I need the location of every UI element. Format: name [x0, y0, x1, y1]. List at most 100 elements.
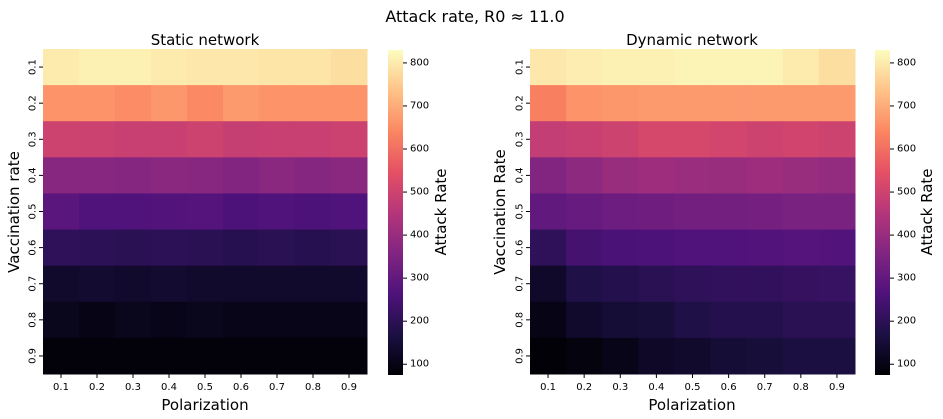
colorbar-tick-label: 400	[897, 230, 916, 241]
heatmap-cell	[187, 265, 224, 303]
heatmap-cell	[530, 193, 567, 231]
x-tick-label: 0.7	[757, 382, 773, 393]
colorbar-label: Attack Rate	[918, 168, 936, 255]
heatmap-cell	[331, 157, 368, 194]
colorbar-tick-label: 600	[410, 144, 429, 155]
colorbar-tick-label: 500	[410, 187, 429, 198]
heatmap-cell	[295, 85, 332, 122]
heatmap-cell	[746, 193, 784, 231]
heatmap-cell	[638, 193, 675, 231]
x-tick-label: 0.8	[793, 382, 809, 393]
heatmap-cell	[115, 121, 152, 158]
heatmap-cell	[710, 85, 748, 122]
x-tick-label: 0.4	[648, 382, 664, 393]
heatmap-cell	[223, 265, 260, 303]
heatmap-cell	[710, 229, 748, 267]
heatmap-cell	[782, 337, 820, 375]
heatmap-cell	[79, 193, 116, 231]
x-tick-label: 0.1	[540, 382, 556, 393]
heatmap-cell	[331, 265, 368, 303]
heatmap-cell	[818, 121, 856, 158]
heatmap-cell	[295, 193, 332, 231]
heatmap-cell	[638, 49, 675, 86]
heatmap-cell	[530, 265, 567, 303]
heatmap-cell	[746, 157, 784, 194]
heatmap-cell	[566, 265, 603, 303]
heatmap-cell	[674, 49, 712, 86]
heatmap-cell	[187, 49, 224, 86]
y-tick-label: 0.1	[28, 59, 39, 75]
heatmap-cell	[295, 49, 332, 86]
x-tick-label: 0.6	[233, 382, 249, 393]
heatmap-cell	[43, 229, 80, 267]
colorbar-tick-label: 700	[410, 100, 429, 111]
heatmap-cell	[223, 193, 260, 231]
y-tick-label: 0.4	[515, 167, 526, 183]
x-tick-label: 0.2	[576, 382, 592, 393]
heatmap-cell	[259, 337, 296, 375]
y-tick-label: 0.9	[28, 348, 39, 364]
heatmap-cell	[43, 85, 80, 122]
heatmap-cell	[746, 337, 784, 375]
heatmap-cell	[151, 121, 188, 158]
heatmap-cell	[295, 121, 332, 158]
colorbar-tick-label: 800	[897, 57, 916, 68]
x-tick-label: 0.9	[829, 382, 845, 393]
heatmap-cell	[602, 265, 639, 303]
heatmap-cell	[295, 229, 332, 267]
y-axis-ticks: 0.1 0.2 0.3 0.4 0.5 0.6 0.7 0.8 0.9	[28, 59, 43, 364]
heatmap-cell	[782, 157, 820, 194]
colorbar-ticks: 100 200 300 400 500 600 700 800	[890, 57, 916, 370]
heatmap-cell	[602, 301, 639, 339]
heatmap-cell	[331, 193, 368, 231]
heatmap-cell	[782, 193, 820, 231]
heatmap-cell	[43, 193, 80, 231]
colorbar	[388, 50, 403, 375]
heatmap-cell	[638, 301, 675, 339]
heatmap-cell	[710, 193, 748, 231]
heatmap-cell	[530, 229, 567, 267]
y-tick-label: 0.2	[28, 95, 39, 111]
heatmap-cell	[818, 337, 856, 375]
x-axis-ticks: 0.1 0.2 0.3 0.4 0.5 0.6 0.7 0.8 0.9	[53, 374, 357, 393]
heatmap-cell	[710, 49, 748, 86]
y-tick-label: 0.3	[28, 131, 39, 147]
x-tick-label: 0.3	[612, 382, 628, 393]
y-tick-label: 0.4	[28, 167, 39, 183]
heatmap-cell	[530, 337, 567, 375]
heatmap-cell	[566, 193, 603, 231]
heatmap-cell	[746, 85, 784, 122]
heatmap-cell	[674, 193, 712, 231]
heatmap-cell	[710, 265, 748, 303]
heatmap-cell	[530, 301, 567, 339]
panel-dynamic: Dynamic network 0.1 0.2 0.3 0.4 0.5 0.6 0.7 0.8…	[491, 31, 936, 414]
heatmap-cell	[746, 49, 784, 86]
heatmap-cell	[710, 121, 748, 158]
heatmap-cell	[566, 85, 603, 122]
heatmap-cell	[151, 301, 188, 339]
heatmap-cell	[79, 229, 116, 267]
heatmap-cell	[295, 157, 332, 194]
heatmap-cell	[818, 85, 856, 122]
heatmap-cell	[638, 265, 675, 303]
heatmap-cell	[710, 337, 748, 375]
x-axis-label: Polarization	[161, 396, 248, 414]
heatmap-cells	[530, 49, 856, 375]
heatmap-cell	[674, 121, 712, 158]
heatmap-cell	[674, 85, 712, 122]
heatmap-cell	[566, 337, 603, 375]
heatmap-cell	[151, 337, 188, 375]
heatmap-cell	[79, 301, 116, 339]
heatmap-cell	[115, 85, 152, 122]
colorbar-tick-label: 100	[410, 359, 429, 370]
colorbar-tick-label: 200	[410, 316, 429, 327]
colorbar-tick-label: 100	[897, 359, 916, 370]
heatmap-cell	[746, 121, 784, 158]
y-tick-label: 0.5	[28, 204, 39, 220]
colorbar	[875, 50, 890, 375]
heatmap-cell	[674, 229, 712, 267]
heatmap-cell	[638, 121, 675, 158]
heatmap-cell	[602, 121, 639, 158]
y-tick-label: 0.7	[28, 276, 39, 292]
